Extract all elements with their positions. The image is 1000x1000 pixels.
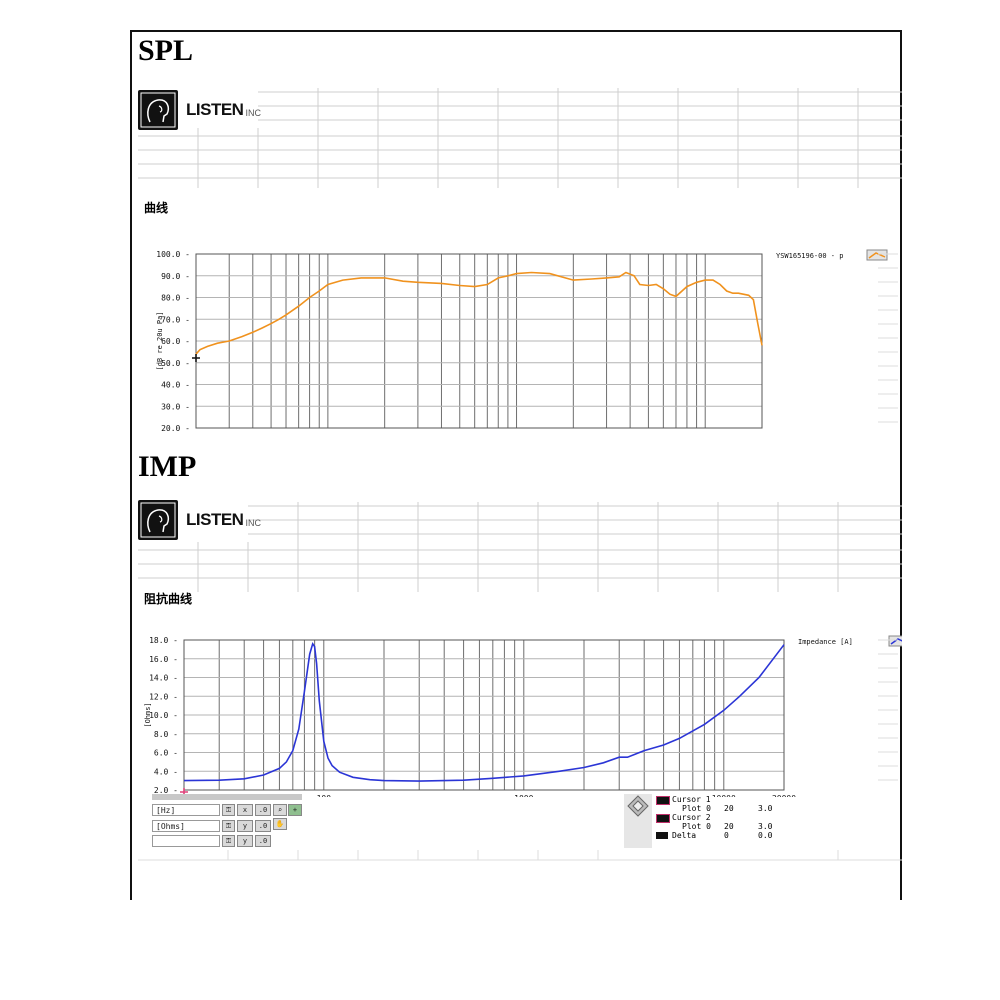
- y-axis-label: [Ohms]: [144, 702, 152, 727]
- cursor-2-label: Cursor 2: [672, 813, 711, 822]
- legend-swatch: [866, 249, 888, 261]
- series-line: [195, 271, 763, 355]
- delta-label: Delta: [672, 831, 697, 840]
- grid-lines: [184, 639, 784, 791]
- legend-label: Impedance [A]: [798, 638, 853, 646]
- x-axis-field[interactable]: [Hz]: [152, 804, 220, 816]
- y-tick-label: 40.0 -: [161, 381, 190, 390]
- spl-chart-title: 曲线: [144, 201, 169, 215]
- y-tick-label: 6.0 -: [154, 749, 178, 758]
- y-axis-label: [dB re 20u Pa]: [156, 311, 164, 370]
- cursor-pad[interactable]: [624, 794, 652, 848]
- y-format-icon[interactable]: .0: [255, 820, 271, 832]
- lock-icon[interactable]: ⚿: [222, 835, 235, 847]
- cursor-marker: [192, 354, 200, 362]
- legend-label: YSW165196-00 - p: [776, 252, 843, 260]
- x-tick-label: 20000: [772, 794, 796, 797]
- y-tick-label: 16.0 -: [149, 655, 178, 664]
- head-icon: [138, 500, 178, 540]
- lock-icon[interactable]: ⚿: [222, 820, 235, 832]
- cursor-2-swatch: [656, 814, 670, 823]
- axis-toolbar: [Hz] ⚿ x .0 ⌕ + ✋ [Ohms] ⚿ y .0 ⚿ y .0: [152, 794, 312, 864]
- head-icon: [138, 90, 178, 130]
- spl-chart: 100.0 - 90.0 - 80.0 - 70.0 - 60.0 - 50.0 - 40.…: [156, 249, 898, 432]
- y-tick-label: 12.0 -: [149, 692, 178, 701]
- y-tick-label: 70.0 -: [161, 315, 190, 324]
- cursor-panel: Cursor 1 Plot 0 20 3.0 Cursor 2 Plot 0 2…: [624, 794, 804, 852]
- imp-footer-grid: [138, 850, 902, 861]
- y-tick-label: 14.0 -: [149, 674, 178, 683]
- y-scale-icon[interactable]: y: [237, 820, 253, 832]
- cursor-1-swatch: [656, 796, 670, 805]
- delta-y: 0.0: [758, 831, 773, 840]
- y-tick-label: 4.0 -: [154, 767, 178, 776]
- scale-icon[interactable]: y: [237, 835, 253, 847]
- cursor-2-x: 20: [724, 822, 734, 831]
- grid-lines: [196, 253, 762, 429]
- y-tick-label: 60.0 -: [161, 337, 190, 346]
- x-tick-label: 100: [317, 794, 332, 797]
- logo-suffix: INC: [245, 107, 261, 118]
- delta-swatch: [656, 832, 668, 839]
- imp-section-title: IMP: [138, 450, 197, 483]
- y-tick-label: 100.0 -: [156, 250, 190, 259]
- y-tick-label: 30.0 -: [161, 402, 190, 411]
- x-scale-icon[interactable]: x: [237, 804, 253, 816]
- cursor-1-label: Cursor 1: [672, 795, 711, 804]
- zoom-icon[interactable]: ⌕: [273, 804, 287, 816]
- y-tick-label: 50.0 -: [161, 359, 190, 368]
- y-axis-field[interactable]: [Ohms]: [152, 820, 220, 832]
- spl-section-title: SPL: [138, 34, 194, 67]
- hand-icon[interactable]: ✋: [273, 818, 287, 830]
- x-format-icon[interactable]: .0: [255, 804, 271, 816]
- y-tick-label: 10.0 -: [149, 711, 178, 720]
- y-tick-label: 90.0 -: [161, 272, 190, 281]
- x-tick-label: 1000: [514, 794, 533, 797]
- legend-line: [868, 252, 886, 259]
- cursor-1-plot-label: Plot 0: [682, 804, 711, 813]
- series-line: [183, 641, 785, 782]
- extra-axis-field[interactable]: [152, 835, 220, 847]
- cursor-1-x: 20: [724, 804, 734, 813]
- plot-area: [183, 639, 785, 791]
- cursor-2-y: 3.0: [758, 822, 773, 831]
- spl-header-grid: [138, 88, 902, 188]
- y-tick-label: 2.0 -: [154, 786, 178, 795]
- legend-line: [890, 638, 902, 645]
- imp-logo: LISTEN INC: [138, 500, 261, 540]
- y-tick-label: 8.0 -: [154, 730, 178, 739]
- imp-header-grid: [138, 502, 902, 592]
- imp-chart-title: 阻抗曲线: [144, 592, 193, 606]
- lock-icon[interactable]: ⚿: [222, 804, 235, 816]
- imp-chart: 18.0 - 16.0 - 14.0 - 12.0 - 10.0 - 8.0 - 6.0 -…: [144, 635, 902, 797]
- plot-area: [195, 253, 763, 429]
- report-frame: SPL LISTEN INC 曲线 100.0 - 90.0 - 80.0 - 70.…: [130, 30, 902, 900]
- cursor-1-y: 3.0: [758, 804, 773, 813]
- spl-logo: LISTEN INC: [138, 90, 261, 130]
- logo-name: LISTEN: [186, 510, 244, 529]
- toolbar-header: [152, 794, 302, 800]
- y-tick-label: 20.0 -: [161, 424, 190, 432]
- delta-x: 0: [724, 831, 729, 840]
- logo-name: LISTEN: [186, 100, 244, 119]
- y-tick-label: 80.0 -: [161, 294, 190, 303]
- format-icon[interactable]: .0: [255, 835, 271, 847]
- cursor-icon[interactable]: +: [288, 804, 302, 816]
- logo-suffix: INC: [245, 517, 261, 528]
- cursor-2-plot-label: Plot 0: [682, 822, 711, 831]
- x-tick-label: 10000: [712, 794, 736, 797]
- y-tick-label: 18.0 -: [149, 636, 178, 645]
